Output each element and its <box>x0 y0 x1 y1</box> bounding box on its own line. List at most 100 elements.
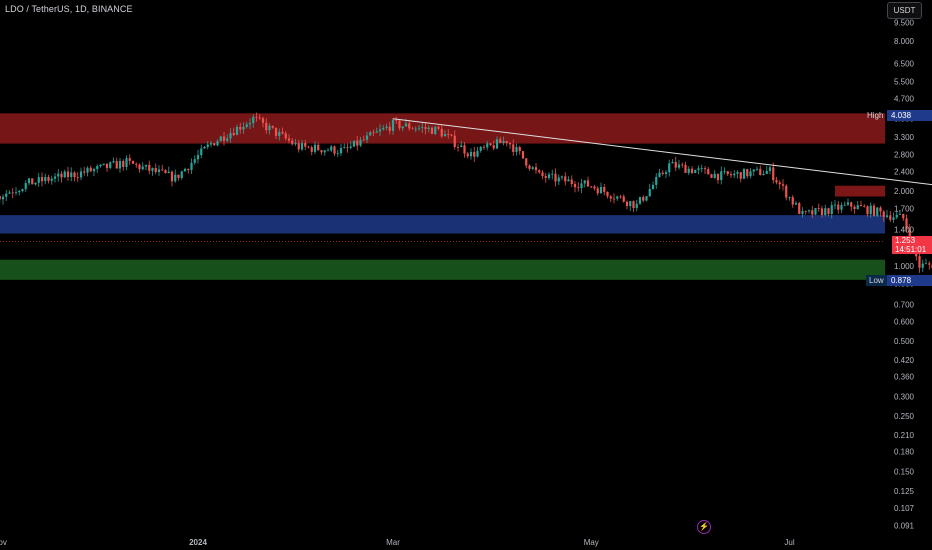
candle-body <box>632 201 635 209</box>
candle-body <box>772 167 775 181</box>
candle-body <box>892 217 895 220</box>
candle-body <box>5 193 8 197</box>
candle-body <box>694 170 697 173</box>
candle-body <box>232 133 235 135</box>
candle-body <box>391 119 395 131</box>
candle-body <box>863 206 866 208</box>
candle-body <box>515 147 518 152</box>
candle-body <box>820 208 824 216</box>
candle-body <box>401 126 404 129</box>
candle-body <box>469 151 473 157</box>
candle-body <box>648 189 651 197</box>
candle-body <box>239 126 242 130</box>
candle-body <box>479 146 482 151</box>
candle-body <box>531 167 534 169</box>
candle-body <box>538 170 541 173</box>
candle-body <box>200 148 203 156</box>
candle-body <box>534 167 538 171</box>
zones-layer <box>0 113 885 280</box>
candle-body <box>560 176 564 178</box>
y-tick-label: 0.150 <box>894 467 915 476</box>
candle-body <box>616 196 619 199</box>
candle-body <box>499 139 502 143</box>
candle-body <box>356 140 359 146</box>
candle-body <box>928 263 931 265</box>
candle-body <box>746 169 749 177</box>
candle-body <box>443 134 447 137</box>
candle-body <box>66 171 70 178</box>
candle-body <box>291 140 294 145</box>
candle-body <box>144 164 148 167</box>
symbol-title[interactable]: LDO / TetherUS, 1D, BINANCE <box>5 4 133 14</box>
candle-body <box>86 167 89 173</box>
time-axis[interactable]: SepNov2024MarMayJulSepNov2025Mar <box>0 538 932 547</box>
candle-body <box>24 183 27 190</box>
candle-body <box>674 161 677 168</box>
candle-body <box>248 123 252 125</box>
currency-button[interactable]: USDT <box>887 2 922 19</box>
candle-body <box>109 162 112 168</box>
candle-body <box>53 176 57 179</box>
y-tick-label: 2.000 <box>894 187 915 196</box>
candle-body <box>437 126 440 129</box>
candle-body <box>222 136 226 141</box>
candle-body <box>759 168 762 176</box>
candle-body <box>456 147 460 148</box>
candle-body <box>203 146 206 149</box>
lightning-icon[interactable]: ⚡ <box>697 520 711 534</box>
drawings-layer <box>0 118 932 242</box>
candle-body <box>512 144 515 152</box>
high-label: High <box>867 111 884 120</box>
y-tick-label: 0.125 <box>894 487 915 496</box>
candle-body <box>326 150 330 152</box>
candle-body <box>872 205 876 216</box>
candle-body <box>551 173 554 175</box>
candle-body <box>349 146 352 148</box>
y-tick-label: 0.210 <box>894 431 915 440</box>
price-axis[interactable]: 12.0009.5008.0006.5005.5004.7003.9003.30… <box>890 0 915 530</box>
candle-body <box>837 204 840 210</box>
candle-body <box>336 153 339 154</box>
candle-body <box>869 205 872 215</box>
candle-body <box>518 147 521 152</box>
candle-body <box>294 143 297 145</box>
candle-body <box>752 169 755 172</box>
candle-body <box>255 117 258 118</box>
candle-body <box>79 171 83 178</box>
candle-body <box>388 126 391 131</box>
candle-body <box>905 218 908 230</box>
candle-body <box>495 139 499 149</box>
candle-body <box>742 169 746 179</box>
candle-body <box>242 126 245 130</box>
candle-body <box>245 124 248 127</box>
candle-body <box>814 208 817 215</box>
candle-body <box>167 171 170 173</box>
candle-body <box>655 176 658 185</box>
candle-body <box>102 163 105 165</box>
candle-body <box>580 183 583 189</box>
candle-body <box>785 185 788 198</box>
candle-body <box>707 169 710 175</box>
candle-body <box>258 117 261 119</box>
candle-body <box>486 143 489 148</box>
y-tick-label: 1.000 <box>894 262 915 271</box>
candle-body <box>398 120 401 129</box>
candle-body <box>141 166 144 170</box>
candle-body <box>508 142 512 145</box>
candle-body <box>609 196 612 199</box>
x-tick-label: Mar <box>386 538 400 547</box>
low-value-badge: 0.878 <box>887 275 932 286</box>
y-tick-label: 2.800 <box>894 151 915 160</box>
candle-body <box>14 192 18 193</box>
candle-body <box>804 211 807 212</box>
candle-body <box>164 170 167 173</box>
candle-body <box>528 165 531 169</box>
x-tick-label: Nov <box>0 538 7 547</box>
candle-body <box>385 126 388 128</box>
candle-body <box>417 127 421 129</box>
candle-body <box>174 174 177 182</box>
candle-body <box>807 210 811 212</box>
candle-body <box>521 151 525 159</box>
candle-body <box>287 138 291 141</box>
